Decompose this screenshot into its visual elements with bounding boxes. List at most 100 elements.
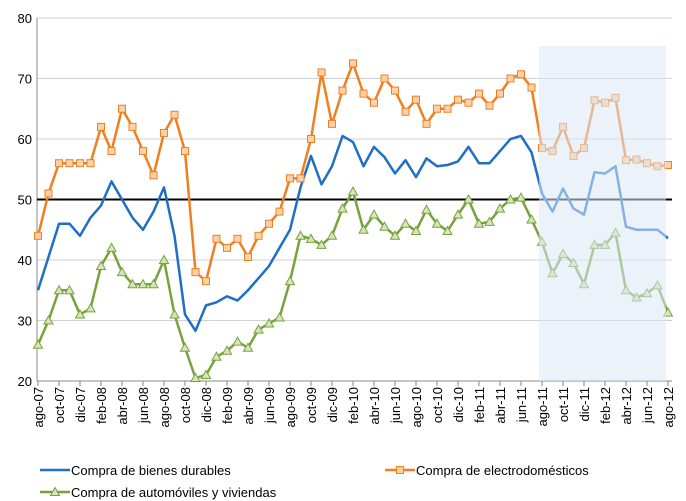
- point: [242, 342, 254, 352]
- x-tick-label: abr-10: [367, 387, 382, 425]
- point: [515, 192, 527, 202]
- y-tick-label: 40: [18, 253, 32, 268]
- y-tick-label: 50: [18, 193, 32, 208]
- point: [118, 104, 126, 113]
- point: [76, 159, 84, 168]
- legend-label: Compra de bienes durables: [71, 463, 231, 478]
- x-tick-label: abr-11: [493, 387, 508, 424]
- x-tick-label: dic-07: [73, 387, 88, 422]
- point: [85, 302, 96, 313]
- x-tick-label: ago-10: [409, 387, 424, 427]
- point: [464, 98, 473, 107]
- point: [400, 218, 411, 228]
- point: [170, 110, 179, 119]
- point: [181, 147, 189, 156]
- x-tick-label: feb-10: [346, 387, 361, 424]
- point: [337, 203, 348, 213]
- x-tick-label: ago-12: [661, 387, 676, 427]
- point: [328, 119, 336, 128]
- point: [431, 218, 443, 228]
- point: [116, 266, 128, 277]
- x-tick-label: dic-08: [199, 387, 214, 422]
- point: [379, 221, 390, 231]
- legend-marker: [49, 486, 61, 496]
- point: [517, 70, 525, 79]
- x-tick-label: jun-09: [262, 387, 277, 424]
- x-tick-label: oct-07: [52, 387, 67, 423]
- point: [391, 86, 399, 95]
- point: [200, 369, 212, 379]
- point: [221, 345, 233, 355]
- point: [55, 159, 63, 168]
- point: [86, 159, 95, 168]
- x-tick-label: abr-08: [115, 387, 130, 425]
- point: [505, 193, 516, 204]
- point: [191, 268, 200, 277]
- point: [212, 234, 221, 243]
- x-tick-label: ago-09: [283, 387, 298, 427]
- point: [265, 219, 273, 228]
- point: [380, 74, 389, 83]
- point: [422, 119, 431, 128]
- x-tick-label: feb-11: [472, 387, 487, 423]
- point: [169, 308, 180, 319]
- point: [347, 186, 359, 196]
- point: [359, 89, 368, 98]
- point: [368, 209, 380, 219]
- y-tick-label: 30: [18, 314, 32, 329]
- point: [64, 284, 75, 295]
- x-tick-label: jun-10: [388, 387, 403, 424]
- x-tick-label: ago-11: [535, 387, 550, 427]
- point: [274, 311, 285, 322]
- point: [32, 339, 44, 349]
- point: [74, 308, 86, 319]
- point: [317, 68, 326, 77]
- point: [496, 89, 504, 98]
- point: [53, 284, 65, 295]
- point: [295, 230, 306, 240]
- point: [106, 242, 117, 252]
- point: [506, 74, 515, 83]
- point: [326, 230, 338, 240]
- point: [253, 324, 264, 334]
- legend-label: Compra de automóviles y viviendas: [71, 485, 277, 500]
- y-tick-label: 80: [18, 11, 32, 26]
- point: [412, 95, 420, 104]
- x-tick-label: jun-08: [136, 387, 151, 424]
- x-tick-label: oct-10: [430, 387, 445, 423]
- x-tick-label: dic-09: [325, 387, 340, 422]
- point: [421, 204, 432, 214]
- point: [148, 278, 159, 289]
- x-tick-label: jun-12: [640, 387, 655, 424]
- y-tick-label: 20: [18, 374, 32, 389]
- point: [442, 225, 453, 235]
- point: [223, 243, 231, 252]
- point: [95, 260, 107, 271]
- point: [179, 342, 191, 352]
- point: [443, 104, 452, 113]
- point: [158, 254, 170, 264]
- point: [401, 107, 410, 116]
- point: [190, 372, 201, 382]
- point: [44, 189, 53, 198]
- point: [454, 95, 462, 104]
- point: [473, 218, 485, 228]
- x-tick-label: oct-11: [556, 387, 571, 422]
- point: [211, 351, 222, 361]
- point: [389, 230, 401, 240]
- legend-marker: [396, 466, 404, 474]
- x-tick-label: ago-07: [31, 387, 46, 427]
- x-tick-label: abr-12: [619, 387, 634, 425]
- point: [286, 174, 294, 183]
- point: [97, 122, 105, 131]
- point: [463, 193, 474, 204]
- point: [370, 98, 378, 107]
- legend-label: Compra de electrodomésticos: [416, 463, 589, 478]
- x-tick-label: oct-09: [304, 387, 319, 423]
- point: [127, 278, 138, 289]
- point: [43, 314, 54, 325]
- point: [494, 203, 506, 213]
- point: [527, 83, 536, 92]
- x-tick-label: dic-11: [577, 387, 592, 421]
